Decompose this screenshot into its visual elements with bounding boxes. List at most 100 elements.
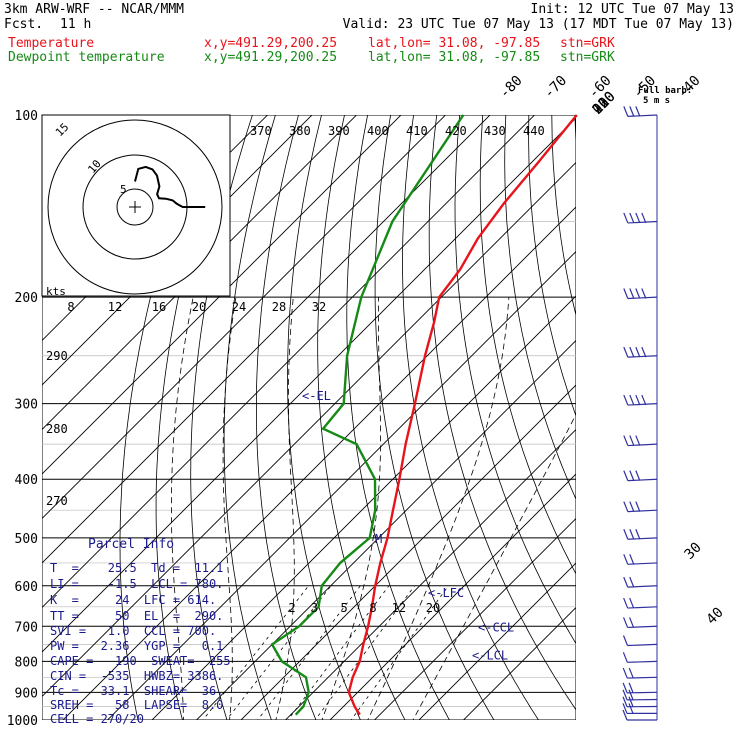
wind-barb — [622, 696, 658, 708]
barb-legend-line1: Full barb: — [638, 86, 693, 96]
wind-barb — [623, 529, 658, 540]
mixing-ratio-label: 20 — [192, 300, 206, 314]
forecast-hour: 11 h — [60, 17, 92, 32]
isotherm-line — [42, 115, 447, 520]
wind-barb — [623, 554, 658, 565]
mixing-ratio-label: 2 — [288, 601, 295, 615]
dry-adiabat-line — [428, 115, 576, 711]
dewpoint-profile-line — [270, 114, 465, 716]
wind-barb — [623, 394, 658, 406]
wind-barb — [622, 635, 658, 647]
wind-barb — [623, 617, 658, 629]
theta-label: 370 — [250, 124, 272, 138]
mixing-ratio-line — [350, 585, 449, 720]
forecast-label: Fcst. — [4, 17, 44, 32]
moist-adiabat-line — [222, 297, 237, 720]
mixing-ratio-label: 16 — [152, 300, 166, 314]
dry-adiabat-line — [454, 115, 576, 645]
parcel-row: CAPE = 190 SWEAT= 255 — [50, 654, 231, 668]
wind-barb — [623, 212, 658, 224]
dry-adiabat-line — [528, 115, 576, 418]
dry-adiabat-line — [223, 115, 276, 720]
dry-adiabat-line — [664, 87, 740, 733]
moist-adiabat-line — [171, 297, 194, 720]
dry-adiabat-line — [155, 115, 230, 720]
temperature-label: Temperature — [8, 36, 95, 51]
hodograph-speed-label: 5 — [120, 183, 127, 196]
dewpoint-xy: x,y=491.29,200.25 — [204, 50, 338, 65]
parcel-row: PW = 2.36 YGP = 0.1 — [50, 639, 224, 653]
dewpoint-latlon: lat,lon= 31.08, -97.85 — [368, 50, 541, 65]
theta-label: 430 — [484, 124, 506, 138]
dry-adiabat-line — [119, 115, 207, 720]
theta-label: 420 — [445, 124, 467, 138]
pressure-tick-label: 800 — [15, 655, 38, 670]
theta-label: 380 — [289, 124, 311, 138]
isotherm-right-label: 40 — [704, 605, 727, 628]
valid-time: Valid: 23 UTC Tue 07 May 13 (17 MDT Tue … — [342, 17, 734, 32]
isotherm-top-label: -80 — [497, 73, 526, 102]
theta-label: 290 — [46, 349, 68, 363]
isotherm-line — [462, 606, 576, 720]
moist-adiabat-line — [412, 413, 576, 720]
mixing-ratio-label: 5 — [341, 601, 348, 615]
isotherm-line — [284, 428, 576, 720]
mixing-ratio-line — [202, 585, 309, 720]
pressure-tick-label: 600 — [15, 580, 38, 595]
mixing-ratio-line — [257, 585, 361, 720]
wind-barb — [622, 709, 657, 721]
isotherm-line — [42, 117, 576, 653]
parcel-info-title: Parcel Info — [88, 537, 175, 552]
mixing-ratio-label: 12 — [392, 601, 406, 615]
barb-legend-line2: 5 m s — [643, 96, 671, 106]
pressure-tick-label: 700 — [15, 620, 38, 635]
hodograph-trace — [134, 165, 206, 208]
isotherm-right-label: 30 — [682, 540, 705, 563]
pressure-tick-label: 100 — [15, 109, 38, 124]
mixing-ratio-label: 20 — [426, 601, 440, 615]
mixing-ratio-label: 32 — [312, 300, 326, 314]
wind-barb — [623, 576, 658, 588]
mixing-ratio-label: 24 — [232, 300, 246, 314]
wind-barb — [623, 470, 658, 482]
mixing-ratio-label: 28 — [272, 300, 286, 314]
theta-label: 410 — [406, 124, 428, 138]
parcel-row: SREH = 58 LAPSE= 8.0 — [50, 698, 224, 712]
wind-barb — [623, 501, 658, 513]
isotherm-line — [42, 115, 313, 386]
pressure-tick-label: 500 — [15, 532, 38, 547]
parcel-row: CELL = 270/20 — [50, 712, 144, 726]
wind-barb — [622, 703, 658, 715]
mixing-ratio-label: 8 — [369, 601, 376, 615]
isotherm-line — [151, 295, 576, 720]
isotherm-line — [42, 115, 536, 609]
isotherm-line — [195, 339, 576, 720]
wind-barb — [623, 597, 658, 609]
dry-adiabat-line — [287, 115, 361, 720]
dry-adiabat-line — [402, 115, 539, 720]
isotherm-line — [106, 250, 576, 720]
pressure-tick-label: 1000 — [7, 714, 38, 729]
wind-barb — [623, 435, 658, 447]
wind-barb — [623, 106, 658, 117]
model-title: 3km ARW-WRF -- NCAR/MMM — [4, 2, 185, 17]
level-marker-label: <-LCL — [472, 649, 508, 663]
level-marker-label: <-CCL — [478, 620, 514, 634]
parcel-row: LI = -1.5 LCL = 780. — [50, 577, 224, 591]
pressure-tick-label: 900 — [15, 686, 38, 701]
dewpoint-station: stn=GRK — [560, 50, 615, 65]
dewpoint-label: Dewpoint temperature — [8, 50, 165, 65]
level-marker-label: <-LFC — [428, 586, 464, 600]
isotherm-line — [329, 473, 576, 720]
init-time: Init: 12 UTC Tue 07 May 13 — [530, 2, 735, 17]
dry-adiabat-line — [374, 115, 495, 720]
isotherm-line — [42, 115, 402, 475]
pressure-tick-label: 400 — [15, 473, 38, 488]
mixing-ratio-line — [287, 585, 390, 720]
theta-label: 440 — [523, 124, 545, 138]
moist-adiabat-line — [321, 297, 381, 720]
dry-adiabat-line — [504, 115, 576, 501]
temperature-profile-line — [347, 114, 578, 716]
dry-adiabat-line — [709, 87, 740, 733]
